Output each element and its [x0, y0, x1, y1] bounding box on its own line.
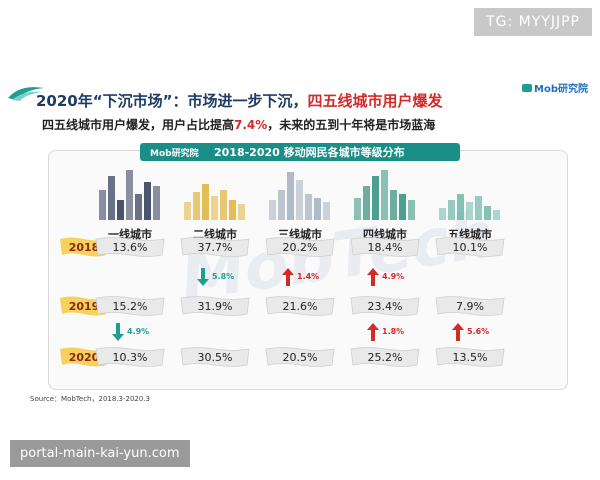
tier4-skyline-icon: [354, 170, 415, 220]
value-cell: 10.3%: [94, 346, 166, 368]
title-highlight: 四五线城市用户爆发: [307, 92, 443, 110]
value-cell: 15.2%: [94, 295, 166, 317]
increase-annotation: 1.8%: [367, 322, 404, 342]
value-cell: 18.4%: [349, 236, 421, 258]
arrow-up-icon: [282, 267, 294, 286]
tier3-skyline-icon: [269, 172, 330, 220]
value-cell: 31.9%: [179, 295, 251, 317]
chart-title: 2018-2020 移动网民各城市等级分布: [213, 146, 405, 159]
value-cell: 30.5%: [179, 346, 251, 368]
mob-logo: Mob研究院: [522, 80, 588, 95]
chart-brand: Mob研究院: [150, 148, 199, 159]
value-cell: 13.6%: [94, 236, 166, 258]
year-label: 2018: [58, 236, 110, 258]
arrow-down-icon: [112, 322, 124, 341]
subtitle-highlight: 7.4%: [234, 118, 268, 132]
swoosh-icon: [8, 87, 44, 101]
slide-title: 2020年“下沉市场”：市场进一步下沉，四五线城市用户爆发: [36, 90, 442, 111]
arrow-down-icon: [197, 267, 209, 286]
tier5-skyline-icon: [439, 194, 500, 220]
value-cell: 37.7%: [179, 236, 251, 258]
chart-title-bar: Mob研究院 2018-2020 移动网民各城市等级分布: [140, 143, 460, 161]
value-cell: 7.9%: [434, 295, 506, 317]
subtitle-prefix: 四五线城市用户爆发，用户占比提高: [42, 118, 235, 132]
mob-logo-icon: [522, 83, 533, 92]
year-label: 2019: [58, 295, 110, 317]
increase-annotation: 5.6%: [452, 322, 489, 342]
subtitle-suffix: ，未来的五到十年将是市场蓝海: [267, 118, 436, 132]
mob-logo-text: Mob研究院: [534, 84, 588, 95]
arrow-up-icon: [367, 322, 379, 341]
arrow-up-icon: [367, 267, 379, 286]
value-cell: 23.4%: [349, 295, 421, 317]
tg-watermark: TG: MYYJJPP: [474, 8, 592, 36]
decrease-annotation: 4.9%: [112, 322, 149, 342]
url-watermark: portal-main-kai-yun.com: [10, 440, 190, 467]
arrow-up-icon: [452, 322, 464, 341]
value-cell: 20.5%: [264, 346, 336, 368]
value-cell: 21.6%: [264, 295, 336, 317]
tier2-skyline-icon: [184, 184, 245, 220]
title-prefix: 2020年“下沉市场”：市场进一步下沉，: [36, 92, 308, 110]
year-label: 2020: [58, 346, 110, 368]
increase-annotation: 4.9%: [367, 267, 404, 287]
tier1-skyline-icon: [99, 170, 160, 220]
value-cell: 25.2%: [349, 346, 421, 368]
value-cell: 13.5%: [434, 346, 506, 368]
value-cell: 10.1%: [434, 236, 506, 258]
value-cell: 20.2%: [264, 236, 336, 258]
source-note: Source：MobTech，2018.3-2020.3: [30, 395, 150, 403]
decrease-annotation: 5.8%: [197, 267, 234, 287]
slide-subtitle: 四五线城市用户爆发，用户占比提高7.4%，未来的五到十年将是市场蓝海: [42, 116, 435, 133]
increase-annotation: 1.4%: [282, 267, 319, 287]
